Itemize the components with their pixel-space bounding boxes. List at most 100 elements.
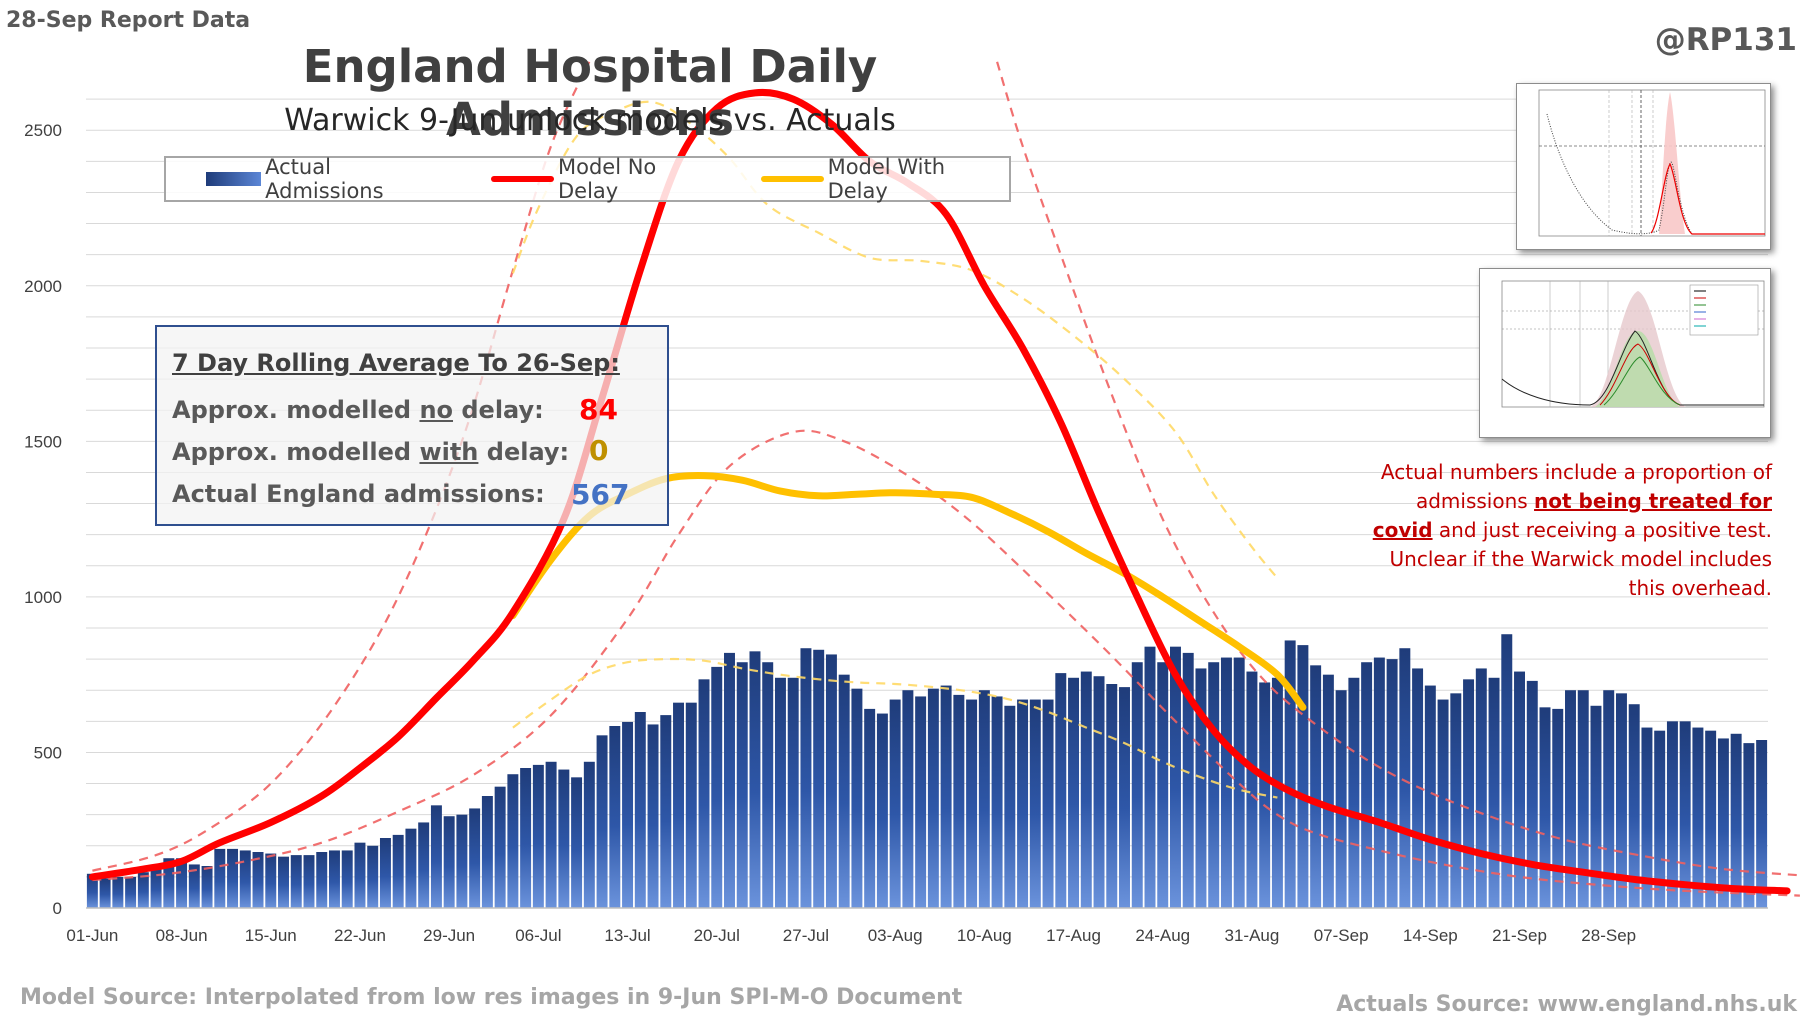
admissions-bar	[163, 858, 175, 908]
admissions-bar	[1437, 699, 1449, 908]
admissions-bar	[1093, 676, 1105, 908]
admissions-bar	[915, 696, 927, 908]
x-tick-label: 10-Aug	[957, 926, 1012, 945]
admissions-bar	[1526, 680, 1538, 908]
x-tick-label: 29-Jun	[423, 926, 475, 945]
x-tick-label: 01-Jun	[66, 926, 118, 945]
y-tick-label: 1000	[24, 588, 62, 607]
admissions-bar	[1055, 673, 1067, 908]
y-tick-label: 2500	[24, 121, 62, 140]
x-tick-label: 21-Sep	[1492, 926, 1547, 945]
actual-admissions-bars	[86, 634, 1768, 908]
admissions-bar	[430, 805, 442, 908]
admissions-bar	[1628, 704, 1640, 908]
admissions-bar	[774, 677, 786, 908]
admissions-bar	[864, 708, 876, 908]
x-tick-label: 14-Sep	[1403, 926, 1458, 945]
admissions-bar	[1399, 648, 1411, 908]
legend-item-actual: Actual Admissions	[206, 155, 453, 203]
admissions-bar	[112, 876, 124, 908]
admissions-bar	[1361, 662, 1373, 908]
admissions-bar	[1029, 699, 1041, 908]
admissions-bar	[278, 856, 289, 908]
reference-chart-thumbnail-1	[1516, 83, 1771, 250]
admissions-bar	[698, 679, 710, 908]
admissions-bar	[876, 713, 888, 908]
admissions-bar	[838, 674, 850, 908]
admissions-bar	[125, 876, 137, 908]
admissions-bar	[150, 867, 162, 908]
admissions-bar	[1157, 662, 1169, 908]
admissions-bar	[405, 828, 417, 908]
admissions-bar	[1233, 657, 1245, 908]
admissions-bar	[622, 721, 634, 908]
y-tick-label: 2000	[24, 277, 62, 296]
admissions-bar	[1119, 687, 1130, 908]
with-delay-upper-band	[511, 100, 1279, 579]
legend-label-no-delay: Model No Delay	[558, 155, 657, 203]
author-handle: @RP131	[1654, 22, 1797, 58]
admissions-bar	[1488, 677, 1500, 908]
admissions-bar	[1615, 693, 1627, 908]
x-tick-label: 03-Aug	[868, 926, 923, 945]
x-tick-label: 07-Sep	[1314, 926, 1369, 945]
admissions-bar	[1514, 671, 1526, 908]
admissions-bar	[1169, 646, 1181, 908]
admissions-bar	[1310, 665, 1322, 908]
admissions-bar	[239, 850, 251, 908]
legend-label-actual: Actual Admissions	[265, 155, 384, 203]
caveat-note: Actual numbers include a proportion of a…	[1372, 460, 1772, 600]
admissions-bar	[316, 852, 328, 908]
admissions-bar	[596, 735, 608, 908]
avg-row-with-delay: Approx. modelled with delay:	[172, 438, 570, 466]
admissions-bar	[1654, 730, 1666, 908]
admissions-bar	[1246, 671, 1258, 908]
admissions-bar	[787, 677, 799, 908]
chart-legend: Actual Admissions Model No Delay Model W…	[164, 155, 1011, 203]
admissions-bar	[520, 768, 532, 908]
admissions-bar	[1322, 674, 1334, 908]
x-tick-label: 13-Jul	[604, 926, 650, 945]
admissions-bar	[927, 688, 939, 908]
admissions-bar	[825, 654, 837, 908]
admissions-bar	[1705, 730, 1717, 908]
admissions-bar	[1144, 646, 1156, 908]
no-delay-upper-band	[92, 61, 591, 872]
admissions-bar	[685, 702, 697, 908]
admissions-bar	[1450, 693, 1462, 908]
rolling-average-box: 7 Day Rolling Average To 26-Sep: Approx.…	[155, 325, 669, 526]
admissions-bar	[545, 761, 557, 908]
admissions-bar	[354, 842, 366, 908]
admissions-bar	[265, 853, 277, 908]
admissions-bar	[507, 774, 519, 908]
admissions-bar	[290, 855, 302, 908]
admissions-bar	[443, 816, 455, 908]
admissions-bar	[1208, 662, 1220, 908]
admissions-bar	[991, 696, 1003, 908]
actuals-source-note: Actuals Source: www.england.nhs.uk	[1336, 992, 1797, 1017]
x-tick-label: 24-Aug	[1135, 926, 1190, 945]
admissions-bar	[1577, 690, 1589, 908]
admissions-bar	[1539, 707, 1551, 908]
admissions-bar	[456, 814, 468, 908]
admissions-bar	[634, 712, 646, 908]
legend-label-with-delay: Model With Delay	[827, 155, 946, 203]
admissions-bar	[1743, 743, 1755, 908]
axes: 0 500 1000 1500 2000 2500 01-Jun 08-Jun 15-Jun 22…	[24, 121, 1768, 945]
admissions-bar	[1386, 659, 1398, 908]
admissions-bar	[1475, 668, 1487, 908]
admissions-bar	[953, 694, 965, 908]
report-label: 28-Sep Report Data	[6, 8, 251, 33]
admissions-bar	[1463, 679, 1475, 908]
admissions-bar	[1730, 733, 1742, 908]
admissions-bar	[1220, 657, 1232, 908]
admissions-bar	[1692, 727, 1704, 908]
admissions-bar	[341, 850, 353, 908]
admissions-bar	[1080, 671, 1092, 908]
admissions-bar	[1565, 690, 1576, 908]
admissions-bar	[86, 873, 98, 908]
admissions-bar	[481, 796, 493, 908]
admissions-bar	[392, 834, 404, 908]
x-tick-label: 08-Jun	[156, 926, 208, 945]
